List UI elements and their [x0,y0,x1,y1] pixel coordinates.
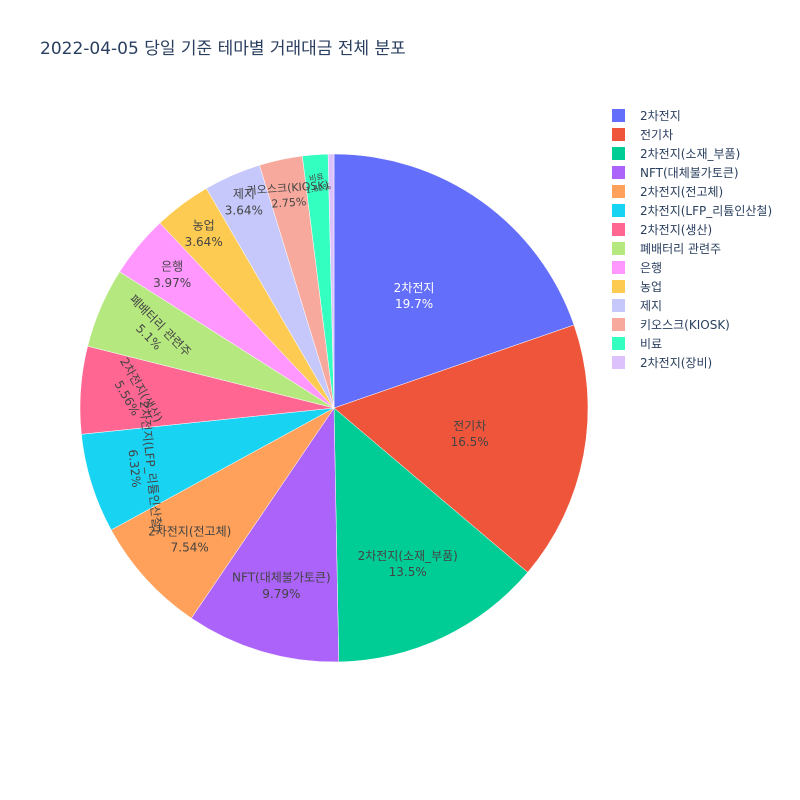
legend-swatch [612,280,625,293]
slice-percent-label: 3.64% [185,235,223,249]
slice-percent-label: 19.7% [395,297,433,311]
pie-slice[interactable] [327,153,335,409]
legend-label: 비료 [640,337,663,351]
slice-percent-label: 13.5% [389,565,427,579]
legend-item[interactable]: 비료 [612,334,772,353]
legend-swatch [612,166,625,179]
slice-percent-label: 1.62% [305,182,332,195]
legend-label: 2차전지(전고체) [640,185,724,199]
legend-item[interactable]: 2차전지(소재_부품) [612,144,772,163]
legend-item[interactable]: 2차전지(전고체) [612,182,772,201]
slice-label: NFT(대체불가토큰) 9.79% [232,571,331,601]
legend-label: 2차전지 [640,109,681,123]
legend-swatch [612,356,625,369]
legend-swatch [612,185,625,198]
pie-slice[interactable] [333,324,589,573]
slice-label: 2차전지(전고체) 7.54% [148,525,231,555]
slice-percent-label: 2.75% [271,195,307,210]
chart-title: 2022-04-05 당일 기준 테마별 거래대금 전체 분포 [40,39,406,59]
legend-item[interactable]: 2차전지 [612,106,772,125]
slice-label: 2차전지(소재_부품) 13.5% [358,549,458,579]
legend-label: 전기차 [640,128,674,142]
legend-swatch [612,299,625,312]
legend-item[interactable]: 2차전지(생산) [612,220,772,239]
slice-category-label: 전기차 [453,419,486,433]
pie-slice[interactable] [333,407,529,663]
legend-swatch [612,109,625,122]
legend-swatch [612,204,625,217]
slice-percent-label: 16.5% [451,435,489,449]
legend-label: 농업 [640,280,663,294]
legend-swatch [612,261,625,274]
legend-item[interactable]: 농업 [612,277,772,296]
slice-percent-label: 9.79% [262,587,300,601]
legend-swatch [612,147,625,160]
slice-label: 전기차 16.5% [451,419,489,449]
legend-swatch [612,128,625,141]
slice-percent-label: 3.97% [153,276,191,290]
slice-label: 비료1.62% [305,172,332,195]
legend-swatch [612,242,625,255]
slice-label: 2차전지 19.7% [394,281,435,311]
legend-swatch [612,223,625,236]
slice-category-label: 2차전지 [394,281,435,295]
legend-swatch [612,337,625,350]
legend-swatch [612,318,625,331]
legend-label: 2차전지(장비) [640,356,713,370]
slice-category-label: 은행 [161,259,183,274]
legend-item[interactable]: 폐배터리 관련주 [612,239,772,258]
legend-label: 은행 [640,261,663,275]
legend-item[interactable]: 2차전지(LFP_리튬인산철) [612,201,772,220]
slice-label: 농업 3.64% [185,219,223,249]
slice-percent-label: 6.32% [126,449,144,488]
slice-category-label: 제지 [233,187,255,201]
legend-item[interactable]: NFT(대체불가토큰) [612,163,772,182]
legend-item[interactable]: 전기차 [612,125,772,144]
slice-label: 제지 3.64% [225,187,263,217]
slice-category-label: 비료 [308,172,324,183]
legend-label: 2차전지(소재_부품) [640,147,741,161]
legend-item[interactable]: 키오스크(KIOSK) [612,315,772,334]
slice-category-label: NFT(대체불가토큰) [232,571,331,585]
pie-slice[interactable] [110,407,335,619]
legend-item[interactable]: 2차전지(장비) [612,353,772,372]
slice-percent-label: 7.54% [171,541,209,555]
slice-category-label: 키오스크(KIOSK) [246,179,329,198]
pie-slice[interactable] [191,407,340,663]
legend-label: 2차전지(생산) [640,223,713,237]
slice-label: 키오스크(KIOSK)2.75% [246,179,329,211]
legend-label: 폐배터리 관련주 [640,242,722,256]
slice-percent-label: 3.64% [225,203,263,217]
legend-item[interactable]: 제지 [612,296,772,315]
slice-label: 은행 3.97% [153,259,191,290]
legend-label: 제지 [640,299,663,313]
legend-item[interactable]: 은행 [612,258,772,277]
slice-category-label: 2차전지(소재_부품) [358,549,458,563]
legend-label: 키오스크(KIOSK) [640,318,730,332]
slice-category-label: 2차전지(전고체) [148,525,231,539]
slice-category-label: 농업 [193,219,215,233]
legend-label: 2차전지(LFP_리튬인산철) [640,204,773,218]
pie-slice[interactable] [333,153,575,409]
legend-label: NFT(대체불가토큰) [640,166,739,180]
